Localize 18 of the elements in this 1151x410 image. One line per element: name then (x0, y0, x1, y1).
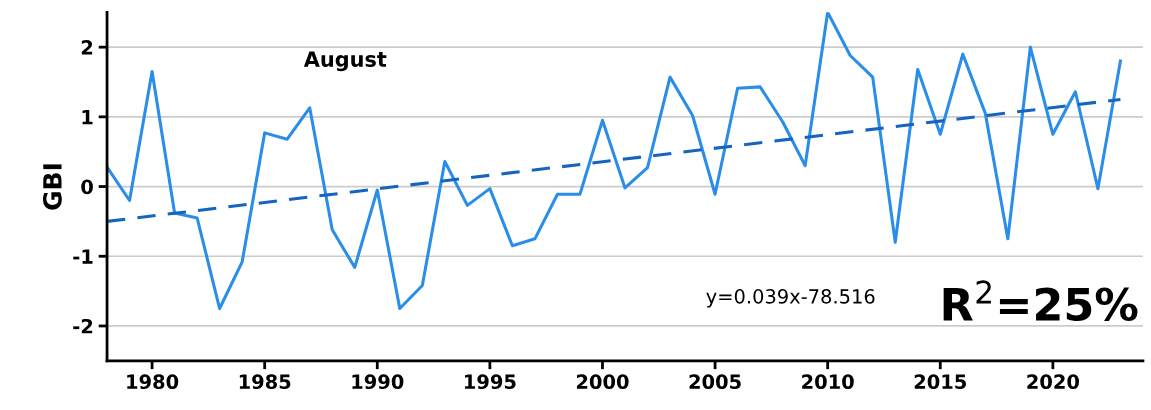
x-tick-label: 1985 (239, 374, 291, 390)
annotation: R$^{2}$=25% (943, 280, 1138, 322)
y-tick-label: 2 (81, 40, 93, 55)
y-tick-label: -1 (73, 249, 93, 264)
y-tick-label: -2 (73, 318, 93, 334)
x-tick-label: 2005 (689, 374, 741, 390)
x-tick-label: 2015 (914, 374, 966, 390)
annotation: August (303, 51, 387, 72)
annotation: y=0.039x-78.516 (706, 289, 875, 308)
x-tick-label: 1980 (127, 374, 179, 390)
y-axis-title: GBI (42, 164, 62, 210)
x-tick-label: 1995 (465, 374, 516, 390)
y-tick-label: 0 (81, 179, 93, 195)
x-tick-label: 2010 (802, 374, 854, 390)
x-tick-label: 2000 (576, 374, 629, 390)
x-tick-label: 1990 (352, 374, 404, 390)
y-tick-label: 1 (82, 110, 93, 125)
x-tick-label: 2020 (1027, 374, 1079, 390)
